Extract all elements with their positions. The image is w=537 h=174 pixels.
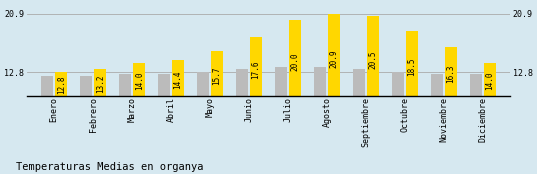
Bar [119,74,132,96]
Bar [250,37,262,96]
Text: 14.0: 14.0 [485,72,494,90]
Bar [236,69,248,96]
Text: 18.5: 18.5 [408,57,416,76]
Bar [391,72,404,96]
Bar [289,20,301,96]
Text: 20.9: 20.9 [330,50,338,68]
Bar [133,63,146,96]
Bar [80,76,92,96]
Text: 20.5: 20.5 [368,51,378,69]
Text: 20.0: 20.0 [291,53,300,71]
Bar [41,76,54,96]
Bar [94,69,106,96]
Text: Temperaturas Medias en organya: Temperaturas Medias en organya [16,162,204,172]
Bar [172,60,184,96]
Bar [275,67,287,96]
Text: 15.7: 15.7 [213,66,222,85]
Text: 12.8: 12.8 [57,76,66,94]
Bar [328,14,340,96]
Bar [55,72,68,96]
Bar [314,67,326,96]
Bar [431,74,443,96]
Bar [211,51,223,96]
Bar [158,74,170,96]
Text: 14.4: 14.4 [173,71,183,89]
Text: 16.3: 16.3 [446,65,455,83]
Bar [469,74,482,96]
Bar [197,72,209,96]
Text: 14.0: 14.0 [135,72,144,90]
Bar [353,69,365,96]
Text: 13.2: 13.2 [96,74,105,93]
Bar [445,47,457,96]
Bar [405,31,418,96]
Bar [483,63,496,96]
Bar [367,16,379,96]
Text: 17.6: 17.6 [251,60,260,79]
